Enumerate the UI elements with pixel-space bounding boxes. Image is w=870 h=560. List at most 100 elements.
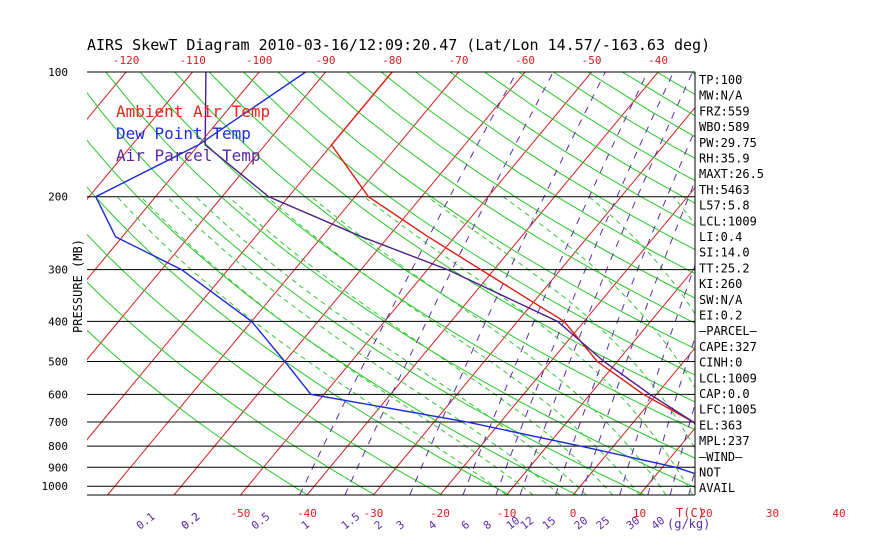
pressure-tick-labels: 100 200 300 400 500 600 700 800 900 1000 [42,66,69,493]
top-temp-tick-label: -60 [515,54,535,67]
mixing-ratio-line [820,72,870,495]
mixing-ratio-line [344,72,554,495]
dry-adiabat-line [105,72,695,488]
y-axis-label: PRESSURE (MB) [71,239,85,333]
moist-adiabat-line [363,196,694,495]
index-entry: MAXT:26.5 [699,167,764,181]
legend-entry: Ambient Air Temp [116,102,270,121]
isotherm-line [87,72,260,281]
mixing-ratio-tick-label: 12 [518,514,536,532]
dry-adiabat-line [760,72,870,495]
dry-adiabat-line [312,72,695,324]
mixing-ratio-tick-label: 40 [649,514,667,532]
mixing-ratio-tick-label: 0.2 [179,510,203,532]
mixing-ratio-tick-label: 15 [540,514,558,532]
index-entry: PW:29.75 [699,136,757,150]
mixing-ratio-line [495,72,674,495]
mixing-ratio-line [647,335,695,495]
pressure-tick-label: 500 [48,356,68,369]
isotherm-line [506,267,695,495]
index-entry: LI:0.4 [699,230,742,244]
isotherm-line [306,72,659,495]
mixing-ratio-tick-label: 10 [504,514,522,532]
index-entry: TT:25.2 [699,261,750,275]
mixing-ratio-line [619,264,695,495]
dry-adiabat-line [87,139,578,495]
dry-adiabat-line [208,72,695,403]
top-temp-tick-label: -90 [316,54,336,67]
pressure-tick-label: 900 [48,461,68,474]
top-temp-tick-label: -100 [246,54,273,67]
mixing-ratio-tick-label: 3 [394,518,407,532]
index-entry: KI:260 [699,277,742,291]
dry-adiabat-line [243,72,695,376]
dry-adiabat-line [794,72,870,495]
index-entry: NOT [699,466,721,480]
dry-adiabat-line [174,72,695,431]
top-temp-tick-label: -110 [179,54,206,67]
moist-adiabat-line [116,196,507,495]
dry-adiabat-line [87,186,511,495]
parcel-temp-line [204,72,695,425]
top-temp-tick-label: -70 [449,54,469,67]
mixing-ratio-line [409,72,606,495]
index-entry: AVAIL [699,481,735,495]
index-entry: CINH:0 [699,356,742,370]
moist-adiabat-line [427,196,695,450]
isotherm-line [107,72,459,495]
dry-adiabat-line [346,72,695,299]
pressure-tick-label: 800 [48,440,68,453]
top-temp-tick-label: -120 [113,54,140,67]
dry-adiabat-line [863,72,870,495]
bottom-temp-tick-label: 10 [633,507,646,520]
pressure-tick-label: 400 [48,315,68,328]
mixing-ratio-line [462,72,648,495]
isotherm-line [773,72,870,495]
bottom-temperature-tick-labels: -50 -40 -30 -20 -10 0 10 20 30 40 [231,507,846,520]
legend-entry: Dew Point Temp [116,124,251,143]
dry-adiabat-line [380,72,695,275]
mixing-ratio-tick-label: 25 [594,514,612,532]
index-entry: CAPE:327 [699,340,757,354]
index-entry: LCL:1009 [699,371,757,385]
mixing-ratio-tick-label: 1.5 [339,510,363,532]
mixing-ratio-line [299,72,518,495]
dry-adiabat-line [139,72,695,459]
top-temp-tick-label: -40 [648,54,668,67]
index-entry: LCL:1009 [699,214,757,228]
index-entry: WBO:589 [699,120,750,134]
mixing-ratio-tick-label: 0.5 [249,510,273,532]
top-temp-tick-label: -80 [382,54,402,67]
index-entry: —WIND— [699,450,743,464]
x-axis-label-temp: T(C) [676,506,705,520]
x-axis-label-mix: (g/kg) [667,517,710,531]
index-entry: LFC:1005 [699,403,757,417]
dry-adiabat-line [656,72,695,95]
legend-entry: Air Parcel Temp [116,146,261,165]
isotherm-line [87,72,326,361]
mixing-ratio-tick-label: 20 [572,514,590,532]
index-entry: TP:100 [699,73,742,87]
top-temperature-tick-labels: -120 -110 -100 -90 -80 -70 -60 -50 -40 [113,54,668,67]
isotherm-line [87,72,193,200]
isotherm-line [439,186,695,495]
pressure-tick-label: 100 [48,66,68,79]
index-entry: TH:5463 [699,183,750,197]
index-entry: L57:5.8 [699,199,750,213]
pressure-tick-label: 700 [48,416,68,429]
bottom-temp-tick-label: -20 [430,507,450,520]
pressure-tick-label: 600 [48,388,68,401]
moist-adiabat-line [195,196,587,495]
isotherm-line [87,72,127,120]
dry-adiabat-line [87,329,308,495]
dry-adiabat-line [484,72,695,204]
dry-adiabat-lines [87,72,870,495]
dry-adiabat-line [415,72,695,251]
plot-frame [87,71,696,496]
moist-adiabat-line [140,196,534,495]
chart-title: AIRS SkewT Diagram 2010-03-16/12:09:20.4… [87,36,710,54]
mixing-ratio-line [669,402,695,495]
mixing-ratio-tick-label: 0.1 [134,510,158,532]
